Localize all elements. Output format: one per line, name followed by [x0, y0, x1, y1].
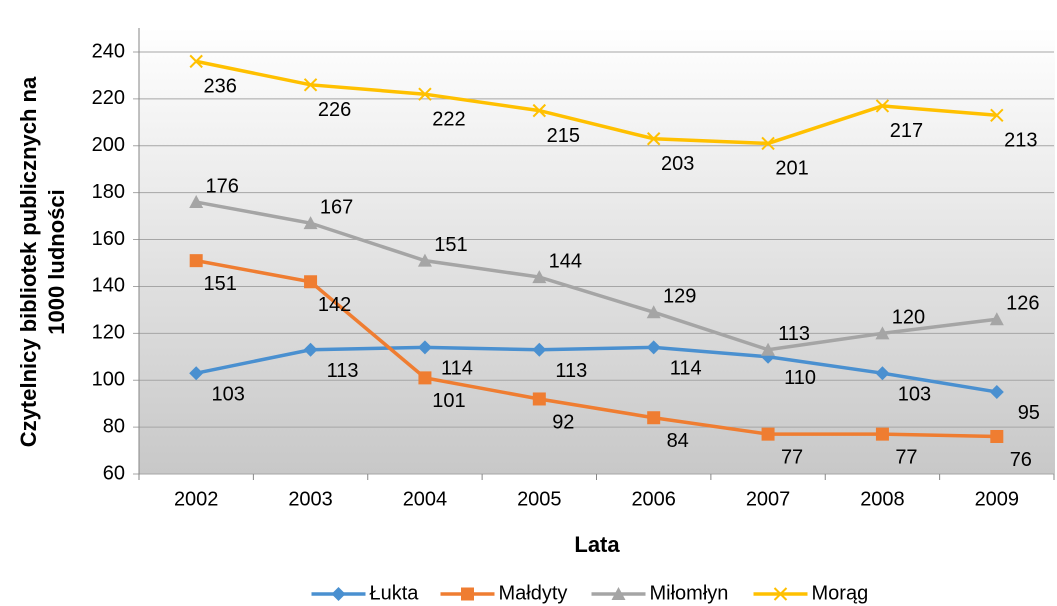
marker	[989, 312, 1004, 326]
data-label: 103	[898, 383, 931, 405]
data-label: 113	[555, 360, 587, 382]
data-label: 103	[212, 383, 245, 405]
series-line	[195, 200, 998, 352]
marker	[646, 340, 661, 355]
legend-label: Małdyty	[499, 582, 568, 604]
marker	[990, 108, 1004, 123]
marker	[189, 366, 204, 381]
x-axis-title: Lata	[574, 532, 620, 557]
marker	[189, 54, 203, 69]
x-tick-label: 2006	[631, 488, 676, 510]
marker	[875, 326, 890, 340]
data-label: 226	[318, 99, 351, 121]
y-tick-label: 180	[92, 181, 125, 203]
series-line	[195, 59, 997, 146]
data-label: 114	[441, 358, 473, 380]
data-label: 113	[327, 360, 359, 382]
marker	[532, 103, 547, 118]
y-tick-label: 140	[92, 275, 125, 297]
data-label: 101	[432, 390, 465, 412]
marker	[418, 87, 432, 101]
data-label: 142	[318, 294, 351, 316]
x-tick-label: 2003	[288, 488, 333, 510]
data-label: 95	[1018, 402, 1040, 424]
data-label: 236	[204, 76, 237, 98]
marker	[303, 78, 318, 92]
series-line	[195, 345, 998, 394]
legend: Łukta Małdyty Miłomłyn Morąg	[311, 582, 869, 604]
marker	[646, 132, 661, 146]
data-label: 120	[892, 307, 925, 329]
x-tick-label: 2007	[746, 488, 791, 510]
data-label: 110	[784, 367, 816, 389]
marker	[303, 342, 318, 357]
y-tick-label: 60	[103, 462, 125, 484]
marker	[875, 99, 890, 113]
legend-marker	[331, 587, 346, 601]
data-label: 215	[547, 125, 580, 147]
marker	[417, 253, 432, 267]
marker	[417, 340, 432, 355]
y-tick-label: 160	[92, 228, 125, 250]
data-label: 126	[1006, 293, 1039, 315]
y-axis-title: Czytelnicy bibliotek publicznych na	[16, 76, 41, 447]
series-line	[195, 258, 997, 439]
marker	[761, 342, 776, 356]
data-label: 129	[663, 286, 696, 308]
x-tick-label: 2004	[403, 488, 448, 510]
y-tick-label: 100	[92, 369, 125, 391]
x-tick-label: 2002	[174, 488, 219, 510]
marker	[761, 136, 775, 151]
legend-marker	[461, 587, 474, 601]
marker	[189, 254, 203, 268]
y-tick-label: 240	[92, 40, 125, 62]
data-label: 213	[1004, 130, 1037, 152]
data-label: 151	[434, 234, 467, 256]
y-tick-label: 220	[92, 87, 125, 109]
marker	[532, 270, 547, 284]
x-tick-label: 2009	[975, 488, 1020, 510]
data-label: 217	[890, 120, 923, 142]
marker	[990, 429, 1004, 443]
marker	[418, 371, 432, 385]
marker	[532, 342, 547, 357]
legend-label: Morąg	[812, 582, 869, 604]
marker	[647, 411, 661, 425]
data-label: 222	[432, 108, 465, 130]
data-label: 92	[552, 411, 574, 433]
data-label: 167	[320, 196, 353, 218]
legend-marker	[773, 587, 788, 601]
marker	[875, 427, 889, 441]
data-label: 114	[670, 358, 702, 380]
marker	[875, 366, 890, 381]
marker	[189, 195, 204, 209]
data-label: 151	[204, 273, 237, 295]
plot-area	[139, 28, 1055, 474]
data-label: 113	[778, 323, 810, 345]
data-label: 144	[549, 250, 582, 272]
legend-label: Łukta	[370, 582, 420, 604]
data-label: 77	[781, 446, 803, 468]
legend-marker	[611, 587, 626, 600]
y-tick-label: 120	[92, 322, 125, 344]
data-label: 84	[667, 430, 689, 452]
data-label: 77	[895, 446, 917, 468]
y-axis-title: 1000 ludności	[44, 189, 69, 335]
x-tick-label: 2008	[860, 488, 905, 510]
data-label: 201	[775, 158, 808, 180]
marker	[303, 216, 318, 230]
legend-label: Miłomłyn	[650, 582, 729, 604]
x-tick-label: 2005	[517, 488, 562, 510]
marker	[761, 427, 775, 441]
marker	[304, 275, 318, 289]
data-label: 176	[206, 175, 239, 197]
marker	[989, 384, 1004, 399]
marker	[532, 392, 546, 406]
y-tick-label: 80	[103, 415, 125, 437]
y-tick-label: 200	[92, 134, 125, 156]
data-label: 76	[1010, 449, 1032, 471]
data-label: 203	[661, 153, 694, 175]
marker	[646, 305, 661, 319]
